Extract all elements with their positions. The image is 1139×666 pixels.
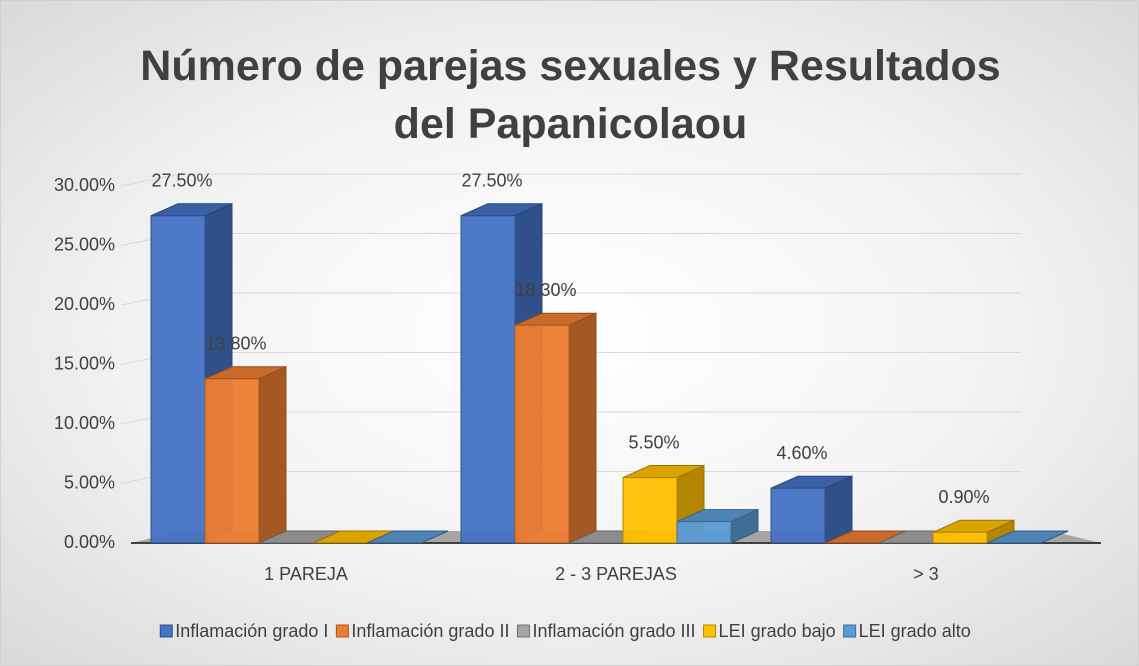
legend-swatch [703,624,717,638]
bar [676,521,732,544]
legend-label: Inflamación grado I [175,621,328,641]
y-tick-label: 20.00% [54,294,115,314]
grid-line [120,173,182,187]
legend-label: LEI grado alto [859,621,971,641]
y-tick-label: 15.00% [54,353,115,373]
bar [204,378,260,544]
legend-label: Inflamación grado II [351,621,509,641]
legend-swatch [516,624,530,638]
y-tick-label: 25.00% [54,234,115,254]
chart-title: Número de parejas sexuales y Resultados … [140,42,1001,148]
bar [460,215,516,544]
legend-swatch [159,624,173,638]
bar [150,215,206,544]
legend-label: LEI grado bajo [719,621,836,641]
data-label: 4.60% [776,443,827,463]
legend-label: Inflamación grado III [532,621,695,641]
legend-swatch [843,624,857,638]
title-box: Número de parejas sexuales y Resultados … [1,37,1138,153]
bar-top [366,530,449,544]
data-label: 5.50% [628,432,679,452]
x-tick-label: > 3 [913,564,939,584]
bar-side [568,312,597,544]
x-tick-label: 2 - 3 PAREJAS [555,564,677,584]
legend: Inflamación grado I Inflamación grado II I… [159,621,971,641]
y-tick-label: 10.00% [54,413,115,433]
legend-swatch [335,624,349,638]
y-tick-label: 5.00% [64,472,115,492]
data-label: 18.30% [515,280,576,300]
x-tick-label: 1 PAREJA [264,564,348,584]
y-tick-label: 0.00% [64,532,115,552]
data-label: 27.50% [461,171,522,191]
data-label: 13.80% [205,334,266,354]
data-label: 0.90% [938,487,989,507]
data-label: 27.50% [151,171,212,191]
bar-top [986,530,1069,544]
y-tick-label: 30.00% [54,175,115,195]
bar [932,531,988,544]
bar-side [258,366,287,544]
bar [770,487,826,544]
bar [622,477,678,544]
bar [514,324,570,544]
